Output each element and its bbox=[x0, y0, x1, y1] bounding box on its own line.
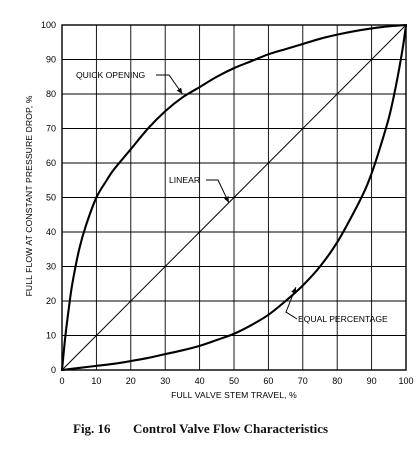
annotation-leader bbox=[206, 179, 230, 203]
annotation-arrowhead bbox=[223, 196, 229, 203]
y-tick-label: 0 bbox=[51, 365, 56, 375]
x-tick-label: 100 bbox=[398, 376, 413, 386]
y-tick-label: 100 bbox=[41, 20, 56, 30]
annotation-leader bbox=[285, 287, 298, 320]
figure-number: Fig. 16 bbox=[73, 421, 111, 436]
annotations: QUICK OPENING LINEAR EQUAL PERCENTAGE bbox=[76, 70, 388, 324]
series-layer bbox=[60, 23, 408, 372]
x-tick-label: 40 bbox=[195, 376, 205, 386]
x-tick-label: 70 bbox=[298, 376, 308, 386]
y-axis-title: FULL FLOW AT CONSTANT PRESSURE DROP, % bbox=[24, 95, 34, 296]
y-tick-label: 90 bbox=[46, 55, 56, 65]
y-tick-label: 70 bbox=[46, 124, 56, 134]
y-tick-label: 80 bbox=[46, 89, 56, 99]
series-line-1 bbox=[61, 24, 407, 371]
y-tick-label: 50 bbox=[46, 193, 56, 203]
x-tick-label: 60 bbox=[263, 376, 273, 386]
x-tick-label: 10 bbox=[91, 376, 101, 386]
annotation-label: EQUAL PERCENTAGE bbox=[298, 314, 388, 324]
x-tick-label: 80 bbox=[332, 376, 342, 386]
annotation-label: QUICK OPENING bbox=[76, 70, 146, 80]
y-tick-label: 60 bbox=[46, 158, 56, 168]
x-tick-label: 20 bbox=[126, 376, 136, 386]
series-line-0 bbox=[60, 23, 408, 372]
annotation-arrowhead bbox=[291, 287, 297, 294]
figure-caption: Control Valve Flow Characteristics bbox=[133, 421, 328, 436]
y-tick-label: 10 bbox=[46, 331, 56, 341]
plot-frame bbox=[61, 24, 407, 371]
annotation-arrowhead bbox=[176, 87, 183, 94]
x-axis-title: FULL VALVE STEM TRAVEL, % bbox=[171, 390, 297, 400]
y-tick-label: 20 bbox=[46, 296, 56, 306]
y-tick-label: 30 bbox=[46, 262, 56, 272]
x-tick-label: 0 bbox=[59, 376, 64, 386]
x-tick-label: 50 bbox=[229, 376, 239, 386]
y-tick-label: 40 bbox=[46, 227, 56, 237]
series-line-2 bbox=[60, 23, 408, 372]
tick-labels: 0 10 20 30 40 50 60 70 80 90 100 0 10 20 30 40 50 60 70 80 9… bbox=[41, 20, 414, 386]
x-tick-label: 30 bbox=[160, 376, 170, 386]
x-tick-label: 90 bbox=[367, 376, 377, 386]
annotation-leader bbox=[156, 74, 183, 95]
grid bbox=[61, 24, 407, 371]
annotation-label: LINEAR bbox=[169, 175, 200, 185]
